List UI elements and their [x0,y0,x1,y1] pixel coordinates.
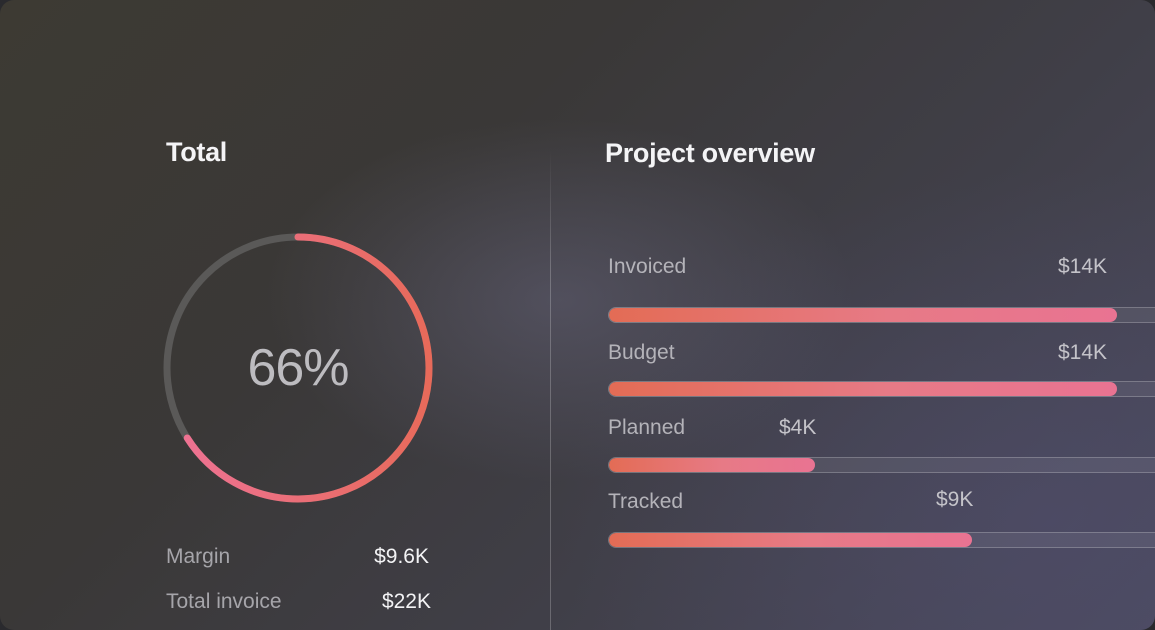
budget-bar-track [608,381,1155,397]
margin-label: Margin [166,545,231,568]
total-invoice-value: $22K [381,590,431,613]
ring-progress-arc [163,233,433,503]
invoiced-value: $14K [1058,255,1108,278]
project-overview-title: Project overview [605,138,815,168]
planned-label: Planned [608,416,686,439]
margin-value: $9.6K [374,545,429,568]
total-invoice-label: Total invoice [166,590,282,613]
budget-label: Budget [608,341,675,364]
planned-bar-fill [609,458,816,472]
tracked-bar-fill [609,533,972,547]
total-title: Total [166,137,227,167]
planned-value: $4K [779,416,817,439]
tracked-bar-track [608,532,1155,548]
total-percent-label: 66% [247,339,349,397]
total-progress-ring [163,233,433,503]
invoiced-bar-fill [609,308,1117,322]
budget-value: $14K [1058,341,1108,364]
tracked-label: Tracked [608,490,684,513]
budget-bar-fill [609,382,1117,396]
invoiced-label: Invoiced [608,255,687,278]
planned-bar-track [608,457,1155,473]
section-divider [550,150,551,630]
tracked-value: $9K [936,488,974,511]
invoiced-bar-track [608,307,1155,323]
